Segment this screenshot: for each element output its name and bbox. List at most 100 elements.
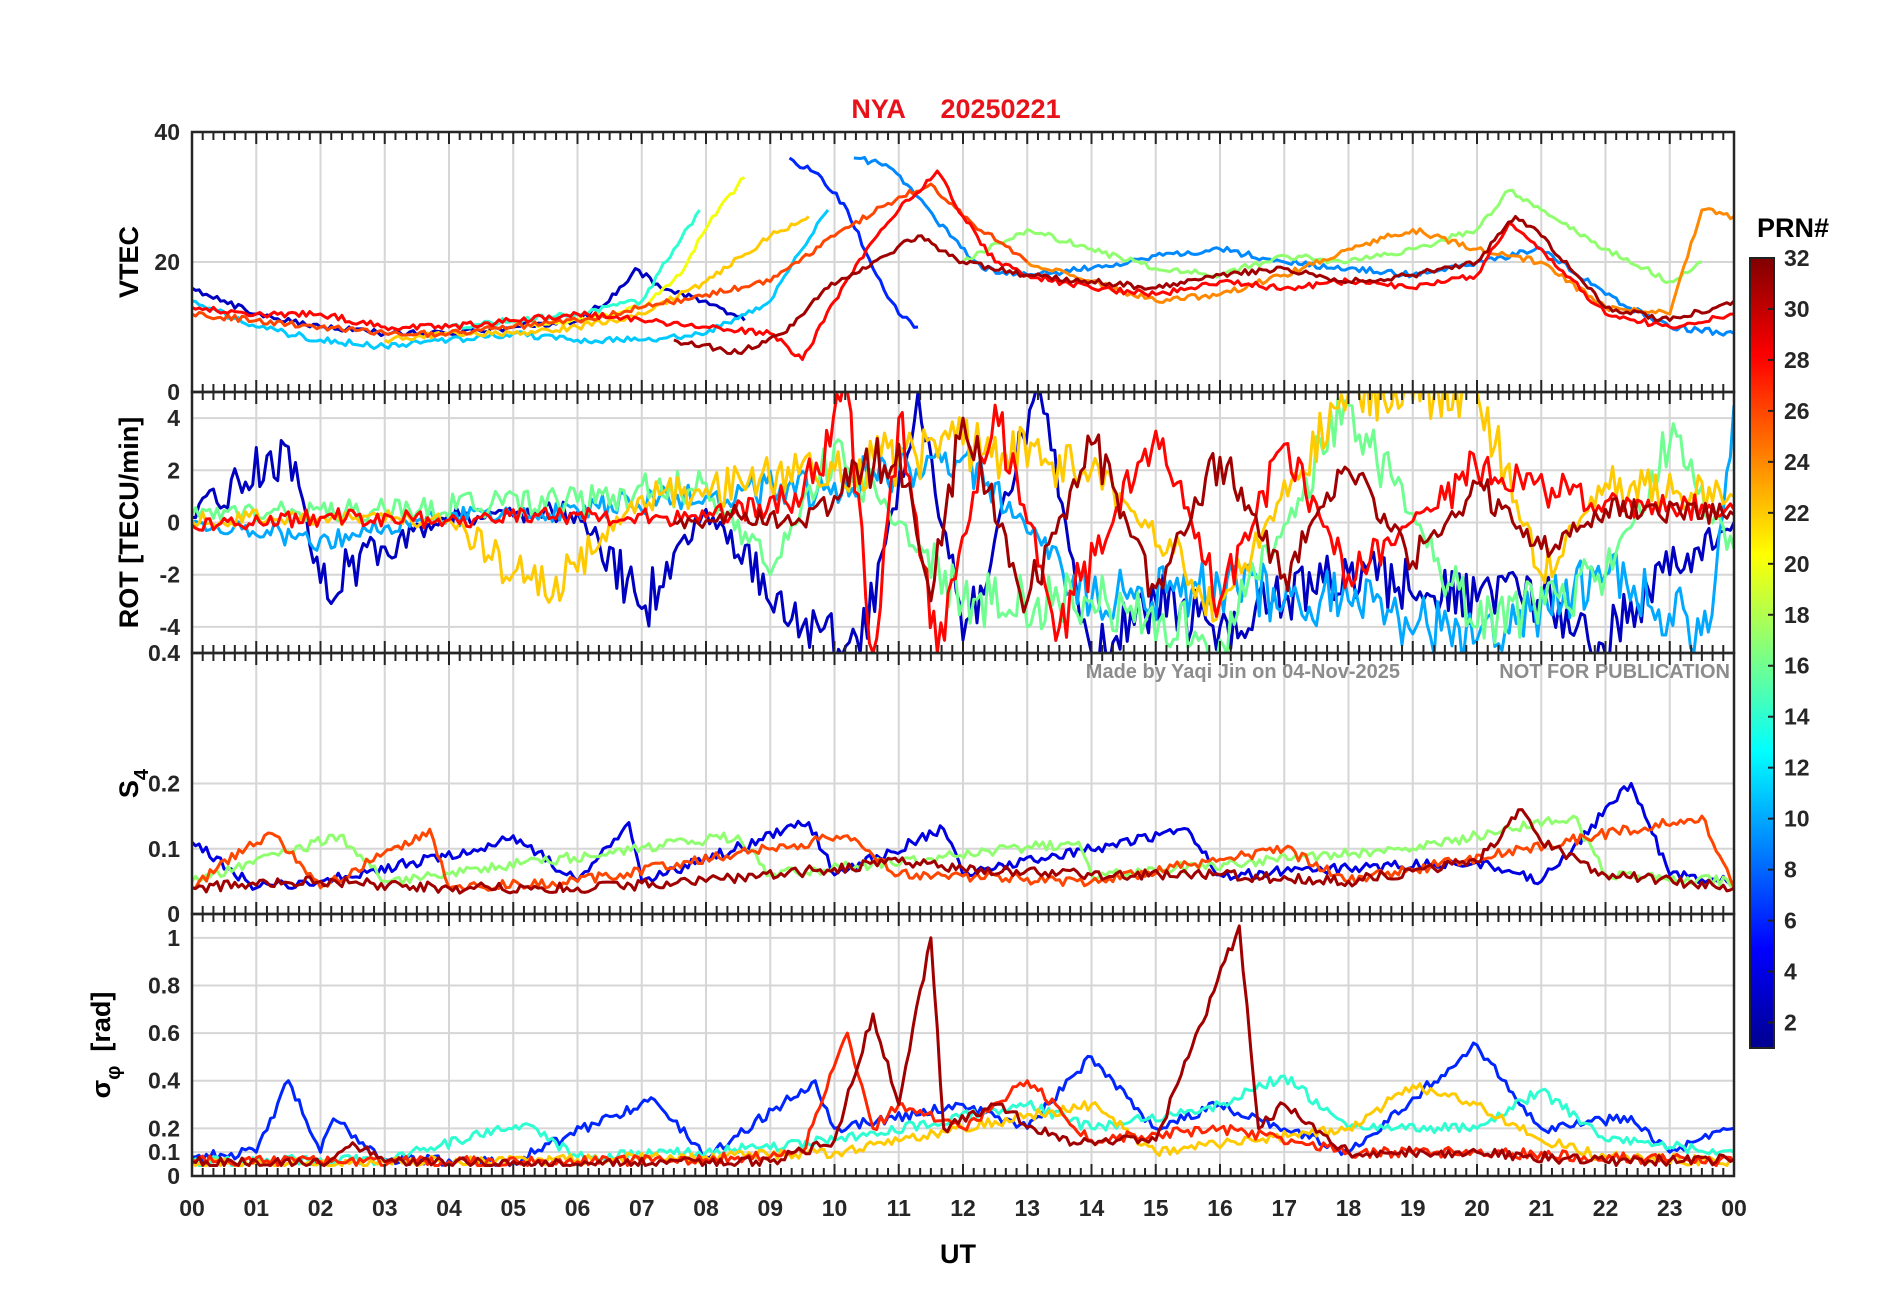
panel-frame	[190, 912, 1736, 1178]
x-axis: 00 01 02 03 04 05 06 07 08 09 10 11 12 13 14 15 16 17 18 19…	[179, 1195, 1747, 1221]
x-tick-label: 10	[822, 1195, 848, 1221]
series-group	[192, 924, 1734, 1167]
x-tick-label: 14	[1079, 1195, 1105, 1221]
x-tick-label: 13	[1014, 1195, 1040, 1221]
x-tick-label: 17	[1271, 1195, 1297, 1221]
y-tick-label: 1	[167, 925, 180, 951]
colorbar-tick-label: 22	[1784, 500, 1810, 526]
tick-marks	[191, 653, 1735, 914]
x-tick-label: 00	[1721, 1195, 1747, 1221]
series-prn-9	[853, 155, 1734, 337]
series-prn-31	[673, 416, 1734, 614]
panel-vtec: 40 20 VTEC	[114, 119, 1736, 394]
series-prn-22	[383, 215, 810, 344]
colorbar-tick-label: 24	[1784, 449, 1810, 475]
x-tick-label: 02	[308, 1195, 334, 1221]
y-tick-label: 0	[167, 510, 180, 536]
watermark-author: Made by Yaqi Jin on 04-Nov-2025	[1086, 661, 1400, 683]
x-tick-label: 11	[887, 1195, 912, 1221]
y-axis-label-sigma: σφ[rad]	[86, 992, 125, 1099]
colorbar-tick-label: 14	[1784, 704, 1810, 730]
series-prn-31	[192, 808, 1734, 895]
x-tick-label: 04	[436, 1195, 462, 1221]
y-tick-label: 0.2	[148, 771, 180, 797]
y-tick-label: 0.1	[148, 836, 180, 862]
panel-sigma: 1 0.8 0.6 0.4 0.20.10 σφ[rad]	[86, 912, 1736, 1189]
series-group	[192, 782, 1734, 895]
y-tick-label: 20	[154, 249, 180, 275]
y-tick-label: -2	[160, 562, 180, 588]
x-tick-label: 21	[1528, 1195, 1554, 1221]
y-tick-label: -4	[160, 614, 181, 640]
x-tick-label: 15	[1143, 1195, 1169, 1221]
x-tick-label: 01	[243, 1195, 269, 1221]
y-tick-label: 0.6	[148, 1020, 180, 1046]
series-prn-14	[192, 1074, 1734, 1167]
colorbar-tick-label: 8	[1784, 857, 1797, 883]
x-axis-label: UT	[940, 1239, 976, 1269]
x-tick-label: 22	[1593, 1195, 1619, 1221]
x-tick-label: 18	[1336, 1195, 1362, 1221]
series-prn-17	[192, 814, 1734, 888]
x-tick-label: 08	[693, 1195, 719, 1221]
x-tick-label: 06	[565, 1195, 591, 1221]
y-tick-label: 4	[167, 405, 180, 431]
y-tick-label: 0.2	[148, 1115, 180, 1141]
colorbar-tick-label: 18	[1784, 602, 1810, 628]
series-prn-6	[192, 1041, 1734, 1167]
colorbar-tick-label: 30	[1784, 296, 1810, 322]
series-group	[192, 392, 1734, 653]
x-tick-label: 12	[950, 1195, 976, 1221]
colorbar-tick-label: 4	[1784, 959, 1797, 985]
y-axis-label-rot: ROT [TECU/min]	[114, 417, 144, 628]
colorbar-tick-label: 16	[1784, 653, 1810, 679]
x-tick-label: 20	[1464, 1195, 1490, 1221]
tick-marks	[191, 914, 1735, 1176]
chart-title: NYA 20250221	[851, 94, 1060, 124]
y-tick-label: 0.1	[148, 1139, 180, 1165]
x-tick-label: 05	[500, 1195, 526, 1221]
y-axis-label-vtec: VTEC	[114, 226, 144, 298]
y-tick-label: 0	[167, 901, 180, 927]
colorbar-tick-label: 10	[1784, 806, 1810, 832]
series-prn-11	[192, 209, 830, 350]
colorbar-tick-label: 32	[1784, 245, 1810, 271]
colorbar-tick-label: 20	[1784, 551, 1810, 577]
series-group	[192, 155, 1734, 361]
y-tick-label: 0	[167, 379, 180, 405]
x-tick-label: 00	[179, 1195, 205, 1221]
tick-marks	[191, 392, 1735, 653]
colorbar-tick-label: 12	[1784, 755, 1810, 781]
colorbar-tick-label: 6	[1784, 908, 1797, 934]
series-prn-31	[673, 215, 1734, 355]
x-tick-label: 16	[1207, 1195, 1233, 1221]
tick-marks	[191, 132, 1735, 392]
colorbar-tick-label: 2	[1784, 1010, 1797, 1036]
y-tick-label: 40	[154, 119, 180, 145]
series-prn-28	[192, 169, 1734, 361]
y-tick-label: 0.4	[148, 1068, 180, 1094]
title-date: 20250221	[940, 94, 1060, 124]
x-tick-label: 09	[757, 1195, 783, 1221]
y-axis-label-s4: S4	[114, 768, 153, 798]
series-prn-28	[192, 392, 1734, 653]
y-tick-label: 0.4	[148, 640, 180, 666]
colorbar-tick-label: 28	[1784, 347, 1810, 373]
x-tick-label: 07	[629, 1195, 655, 1221]
colorbar-tick-label: 26	[1784, 398, 1810, 424]
watermark-notice: NOT FOR PUBLICATION	[1499, 661, 1730, 683]
panel-s4: 0.4 0.2 0.1 0 S4	[114, 640, 1736, 927]
y-tick-label: 0.8	[148, 972, 180, 998]
x-tick-label: 03	[372, 1195, 398, 1221]
x-tick-label: 19	[1400, 1195, 1426, 1221]
colorbar-label: PRN#	[1757, 213, 1829, 243]
series-prn-14	[448, 209, 701, 330]
y-tick-label: 0	[167, 1163, 180, 1189]
series-prn-17	[961, 188, 1703, 285]
colorbar-gradient	[1749, 257, 1775, 1049]
